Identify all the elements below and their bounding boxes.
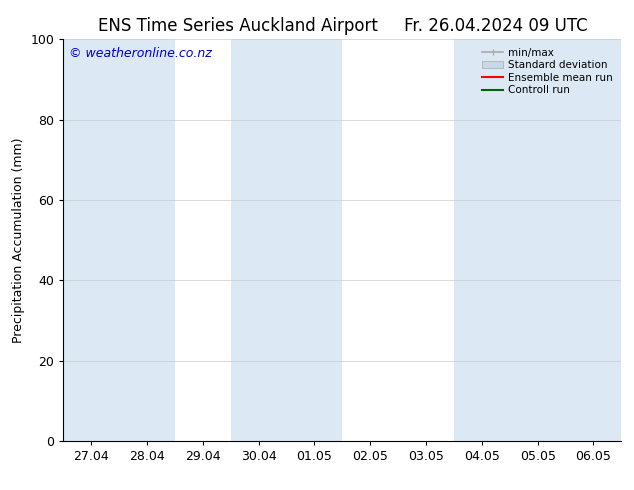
Bar xyxy=(63,39,175,441)
Bar xyxy=(454,39,621,441)
Bar xyxy=(231,39,342,441)
Legend: min/max, Standard deviation, Ensemble mean run, Controll run: min/max, Standard deviation, Ensemble me… xyxy=(479,45,616,98)
Title: ENS Time Series Auckland Airport     Fr. 26.04.2024 09 UTC: ENS Time Series Auckland Airport Fr. 26.… xyxy=(98,17,587,35)
Text: © weatheronline.co.nz: © weatheronline.co.nz xyxy=(69,47,212,60)
Y-axis label: Precipitation Accumulation (mm): Precipitation Accumulation (mm) xyxy=(12,137,25,343)
